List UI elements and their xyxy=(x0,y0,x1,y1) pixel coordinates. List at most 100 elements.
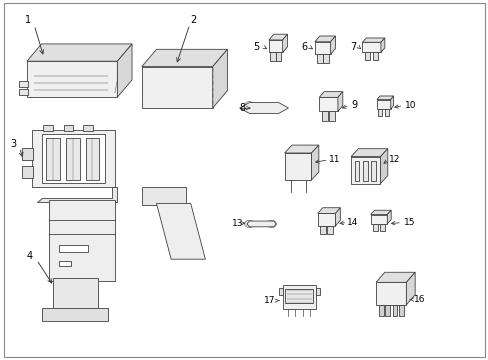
Circle shape xyxy=(188,100,198,107)
Circle shape xyxy=(266,220,276,228)
Polygon shape xyxy=(335,208,340,226)
Polygon shape xyxy=(284,145,318,153)
Polygon shape xyxy=(376,96,393,100)
Polygon shape xyxy=(317,208,340,213)
Polygon shape xyxy=(362,38,384,42)
Polygon shape xyxy=(322,54,328,63)
Polygon shape xyxy=(378,109,382,116)
Polygon shape xyxy=(372,52,377,60)
Polygon shape xyxy=(392,305,397,316)
Bar xyxy=(278,288,282,295)
Polygon shape xyxy=(376,100,390,109)
Polygon shape xyxy=(365,52,369,60)
Polygon shape xyxy=(350,157,380,184)
Polygon shape xyxy=(321,111,327,121)
Polygon shape xyxy=(330,36,335,54)
Polygon shape xyxy=(142,49,227,67)
Polygon shape xyxy=(41,134,105,183)
Text: 17: 17 xyxy=(264,296,275,305)
Polygon shape xyxy=(317,213,335,226)
Circle shape xyxy=(158,78,167,86)
Bar xyxy=(315,288,319,295)
Polygon shape xyxy=(386,210,390,224)
Polygon shape xyxy=(319,91,342,98)
Polygon shape xyxy=(22,166,33,178)
Circle shape xyxy=(188,89,198,96)
Circle shape xyxy=(188,78,198,86)
Polygon shape xyxy=(350,149,387,157)
Polygon shape xyxy=(32,130,115,187)
Text: 14: 14 xyxy=(346,218,358,227)
Bar xyxy=(63,125,73,131)
Polygon shape xyxy=(375,272,414,282)
Circle shape xyxy=(72,313,77,316)
Polygon shape xyxy=(117,44,132,97)
Circle shape xyxy=(173,100,183,107)
Polygon shape xyxy=(380,38,384,52)
Circle shape xyxy=(297,148,308,156)
Polygon shape xyxy=(49,200,115,281)
Polygon shape xyxy=(156,203,205,259)
Text: 1: 1 xyxy=(25,15,31,25)
Polygon shape xyxy=(372,224,377,231)
Circle shape xyxy=(142,100,152,107)
Polygon shape xyxy=(378,305,383,316)
Text: 8: 8 xyxy=(239,103,245,113)
Polygon shape xyxy=(37,187,117,202)
Polygon shape xyxy=(268,40,282,53)
Circle shape xyxy=(173,78,183,86)
Polygon shape xyxy=(379,224,384,231)
Polygon shape xyxy=(275,52,281,61)
Text: 13: 13 xyxy=(231,219,243,228)
Polygon shape xyxy=(370,210,390,215)
Text: 12: 12 xyxy=(388,154,400,163)
Polygon shape xyxy=(390,96,393,109)
Bar xyxy=(282,285,315,309)
Bar xyxy=(354,161,359,181)
Bar xyxy=(85,138,99,180)
Text: 10: 10 xyxy=(404,101,416,110)
Circle shape xyxy=(158,89,167,96)
Circle shape xyxy=(244,220,254,228)
Bar xyxy=(59,261,71,266)
Polygon shape xyxy=(362,42,380,52)
Bar xyxy=(46,138,60,180)
Circle shape xyxy=(142,89,152,96)
Polygon shape xyxy=(53,278,98,310)
Polygon shape xyxy=(142,187,185,205)
Bar xyxy=(362,161,367,181)
Bar xyxy=(66,138,80,180)
Text: 7: 7 xyxy=(349,42,355,52)
Polygon shape xyxy=(316,54,322,63)
Text: 3: 3 xyxy=(11,139,17,149)
Polygon shape xyxy=(314,42,330,54)
Polygon shape xyxy=(19,89,28,95)
Polygon shape xyxy=(27,61,117,97)
Polygon shape xyxy=(314,36,335,42)
Bar xyxy=(370,161,375,181)
Polygon shape xyxy=(329,111,335,121)
Polygon shape xyxy=(384,305,389,316)
Polygon shape xyxy=(380,149,387,184)
Polygon shape xyxy=(398,305,403,316)
Polygon shape xyxy=(41,308,107,321)
Circle shape xyxy=(89,208,97,213)
Polygon shape xyxy=(375,282,406,305)
Text: 9: 9 xyxy=(351,100,357,111)
Bar xyxy=(83,125,93,131)
Text: 16: 16 xyxy=(413,295,425,304)
Text: 5: 5 xyxy=(253,42,259,52)
Text: 2: 2 xyxy=(190,15,196,25)
Text: 4: 4 xyxy=(26,251,32,261)
Polygon shape xyxy=(311,145,318,180)
Polygon shape xyxy=(212,49,227,108)
Polygon shape xyxy=(27,44,132,61)
Polygon shape xyxy=(22,148,33,160)
Polygon shape xyxy=(385,109,388,116)
Text: 6: 6 xyxy=(301,42,306,52)
Text: 11: 11 xyxy=(328,154,340,163)
Polygon shape xyxy=(269,52,275,61)
Polygon shape xyxy=(239,103,288,113)
Circle shape xyxy=(245,102,253,107)
Bar xyxy=(43,125,53,131)
